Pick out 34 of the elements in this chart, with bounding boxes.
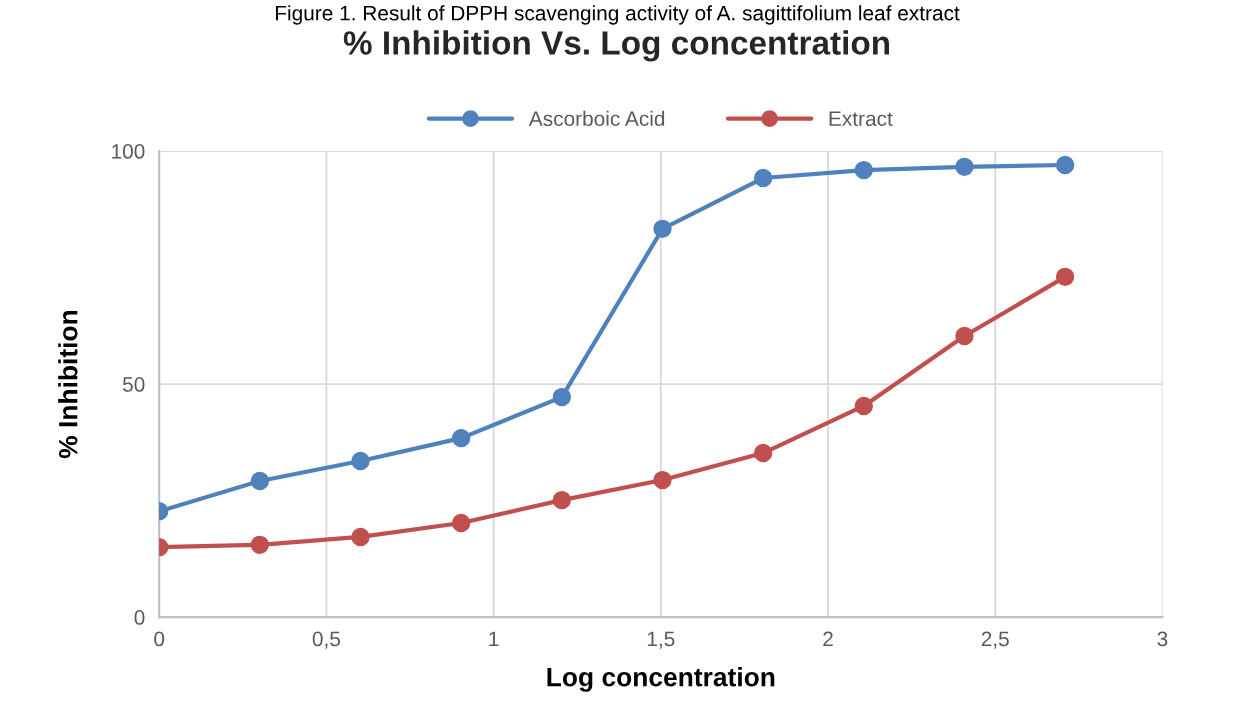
point <box>451 428 471 448</box>
x-tick-label: 0 <box>154 631 165 647</box>
point <box>451 513 471 533</box>
point <box>854 396 873 416</box>
point <box>653 219 672 239</box>
x-tick-label: 2,5 <box>981 631 1009 649</box>
point <box>1055 267 1075 287</box>
point <box>1055 155 1075 175</box>
x-axis-title: Log concentration <box>547 667 775 692</box>
point <box>351 451 370 471</box>
y-tick-label: 100 <box>112 144 145 159</box>
x-tick-label: 3 <box>1157 631 1168 647</box>
chart-title: % Inhibition Vs. Log concentration <box>343 30 890 62</box>
y-tick-label: 0 <box>134 610 145 625</box>
legend-label: Extract <box>829 111 893 127</box>
point <box>955 157 974 177</box>
point <box>250 471 270 491</box>
x-tick-label: 1,5 <box>647 631 675 649</box>
point <box>653 470 672 490</box>
y-axis-title: % Inhibition <box>58 310 78 459</box>
point <box>753 443 773 463</box>
point <box>955 326 974 346</box>
caption: Figure 1. Result of DPPH scavenging activity of A. sagittifolium leaf extract <box>275 5 960 25</box>
point <box>351 527 370 547</box>
point <box>552 387 572 407</box>
point <box>250 535 270 555</box>
x-tick-label: 1 <box>489 631 499 647</box>
point <box>854 160 873 180</box>
x-tick-label: 0,5 <box>312 631 340 649</box>
y-tick-label: 50 <box>122 377 145 392</box>
point <box>552 490 572 510</box>
point <box>753 168 773 188</box>
x-tick-label: 2 <box>823 631 833 647</box>
legend-label: Ascorboic Acid <box>528 110 665 127</box>
